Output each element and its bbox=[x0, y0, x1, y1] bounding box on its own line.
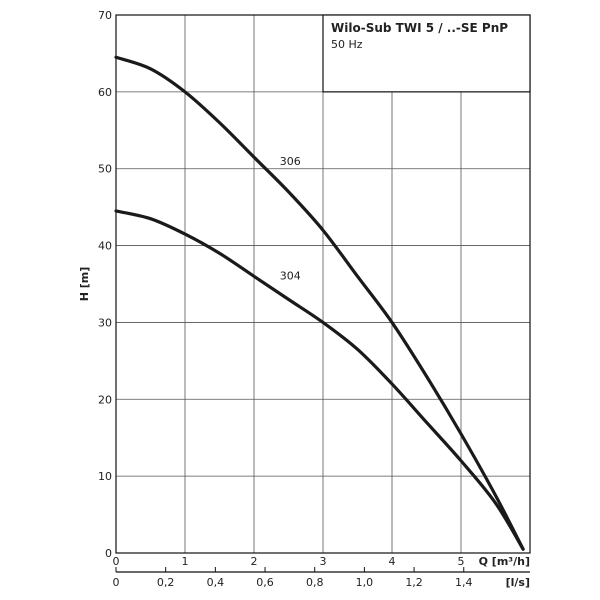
x-tick-label: 3 bbox=[320, 555, 327, 568]
y-tick-label: 10 bbox=[98, 470, 112, 483]
series-label-304: 304 bbox=[280, 270, 301, 283]
x2-tick-label: 1,2 bbox=[405, 576, 423, 589]
x-tick-label: 4 bbox=[389, 555, 396, 568]
x-axis-ticks: 0 1 2 3 4 5 bbox=[113, 555, 465, 568]
y-tick-label: 50 bbox=[98, 163, 112, 176]
y-tick-label: 30 bbox=[98, 316, 112, 329]
x-tick-label: 0 bbox=[113, 555, 120, 568]
series-label-306: 306 bbox=[280, 155, 301, 168]
chart-subtitle: 50 Hz bbox=[331, 38, 363, 51]
y-tick-label: 0 bbox=[105, 547, 112, 560]
x2-tick-label: 0,6 bbox=[256, 576, 274, 589]
y-tick-label: 70 bbox=[98, 9, 112, 22]
y-axis-ticks: 0 10 20 30 40 50 60 70 bbox=[98, 9, 112, 560]
title-box: Wilo-Sub TWI 5 / ..-SE PnP 50 Hz bbox=[322, 14, 531, 93]
x2-tick-label: 0,2 bbox=[157, 576, 175, 589]
y-tick-label: 60 bbox=[98, 86, 112, 99]
x-tick-label: 1 bbox=[182, 555, 189, 568]
x-tick-label: 2 bbox=[251, 555, 258, 568]
x2-tick-label: 1,4 bbox=[455, 576, 473, 589]
secondary-x-axis: 0 0,2 0,4 0,6 0,8 1,0 1,2 1,4 bbox=[113, 567, 530, 589]
x2-tick-label: 1,0 bbox=[356, 576, 374, 589]
grid-vertical bbox=[184, 15, 462, 553]
x-axis-label: Q [m³/h] bbox=[479, 555, 530, 568]
chart-title: Wilo-Sub TWI 5 / ..-SE PnP bbox=[331, 21, 508, 35]
series-group: 306 304 bbox=[114, 55, 525, 551]
x-tick-label: 5 bbox=[458, 555, 465, 568]
x2-tick-label: 0,8 bbox=[306, 576, 324, 589]
y-tick-label: 20 bbox=[98, 393, 112, 406]
series-line-306 bbox=[114, 55, 525, 551]
secondary-x-axis-label: [l/s] bbox=[506, 576, 530, 589]
series-line-304 bbox=[114, 209, 525, 551]
y-axis-label: H [m] bbox=[78, 267, 91, 302]
y-tick-label: 40 bbox=[98, 240, 112, 253]
x2-tick-label: 0 bbox=[113, 576, 120, 589]
x2-tick-label: 0,4 bbox=[207, 576, 225, 589]
